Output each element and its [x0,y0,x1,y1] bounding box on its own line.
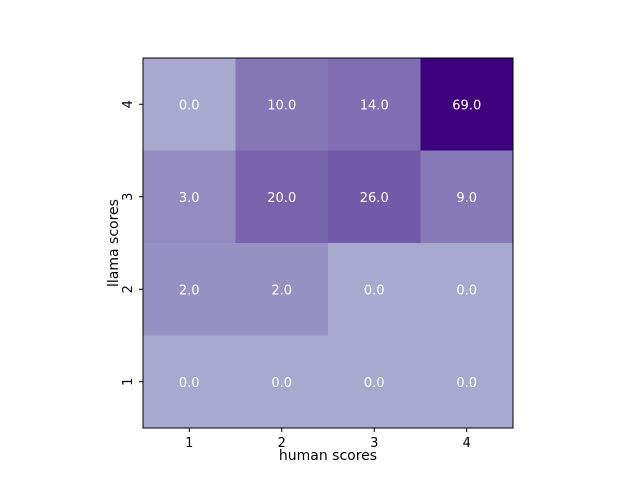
y-tick-label: 1 [121,378,136,386]
cell-value-label: 2.0 [271,283,292,298]
heatmap-cell-y2-x1 [143,243,236,336]
cell-value-label: 0.0 [271,376,292,391]
heatmap-cell-y3-x3 [328,150,421,244]
heatmap-cell-y2-x3 [328,243,421,336]
cell-value-label: 26.0 [360,191,389,206]
heatmap-cell-y3-x4 [420,150,514,244]
cell-value-label: 0.0 [179,98,200,113]
plot-frame [142,57,514,429]
cell-value-label: 10.0 [267,98,296,113]
heatmap-cell-y3-x2 [235,150,329,244]
heatmap-cells [143,58,514,429]
heatmap-cell-y1-x2 [235,335,329,429]
heatmap-cell-y3-x1 [143,150,236,244]
heatmap-cell-y4-x4 [420,58,514,151]
y-tick-label: 2 [121,285,136,293]
cell-value-label: 0.0 [364,283,385,298]
cell-value-label: 0.0 [456,283,477,298]
y-axis-label: llama scores [106,199,122,287]
cell-value-label: 9.0 [456,191,477,206]
heatmap-cell-y2-x2 [235,243,329,336]
cell-value-label: 2.0 [179,283,200,298]
x-tick-label: 3 [370,436,378,451]
cell-value-label: 0.0 [179,376,200,391]
x-axis-ticks: 1 2 3 4 [185,428,471,451]
heatmap-cell-y1-x3 [328,335,421,429]
heatmap-cell-y2-x4 [420,243,514,336]
x-tick-label: 4 [463,436,471,451]
x-tick-label: 1 [185,436,193,451]
heatmap-cell-y4-x3 [328,58,421,151]
y-axis-ticks: 4 3 2 1 [121,100,143,386]
y-tick-label: 4 [121,100,136,108]
x-axis-label: human scores [279,448,377,464]
cell-value-label: 0.0 [364,376,385,391]
cell-value-label: 14.0 [360,98,389,113]
heatmap-cell-y4-x1 [143,58,236,151]
cell-value-label: 69.0 [452,98,481,113]
heatmap-cell-y1-x4 [420,335,514,429]
y-tick-label: 3 [121,193,136,201]
cell-value-label: 3.0 [179,191,200,206]
heatmap-cell-y4-x2 [235,58,329,151]
x-tick-label: 2 [278,436,286,451]
heatmap-cell-y1-x1 [143,335,236,429]
cell-value-label: 0.0 [456,376,477,391]
cell-value-label: 20.0 [267,191,296,206]
heatmap-value-labels: 0.0 10.0 14.0 69.0 3.0 20.0 26.0 9.0 2.0 2.0 0.0 0.… [179,98,481,391]
